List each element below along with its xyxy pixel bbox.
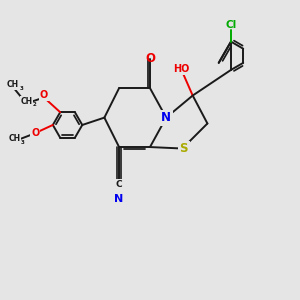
Text: 2: 2 [33,102,37,107]
Text: O: O [145,52,155,65]
Text: HO: HO [173,64,189,74]
Text: O: O [40,90,48,100]
Text: O: O [31,128,39,138]
Text: CH: CH [7,80,19,89]
Text: CH: CH [20,97,32,106]
Text: N: N [115,194,124,205]
Text: 3: 3 [20,86,23,91]
Text: CH: CH [8,134,21,143]
Text: C: C [116,180,122,189]
Text: 3: 3 [21,140,25,145]
Text: Cl: Cl [225,20,237,30]
Text: N: N [161,111,171,124]
Text: S: S [180,142,188,155]
